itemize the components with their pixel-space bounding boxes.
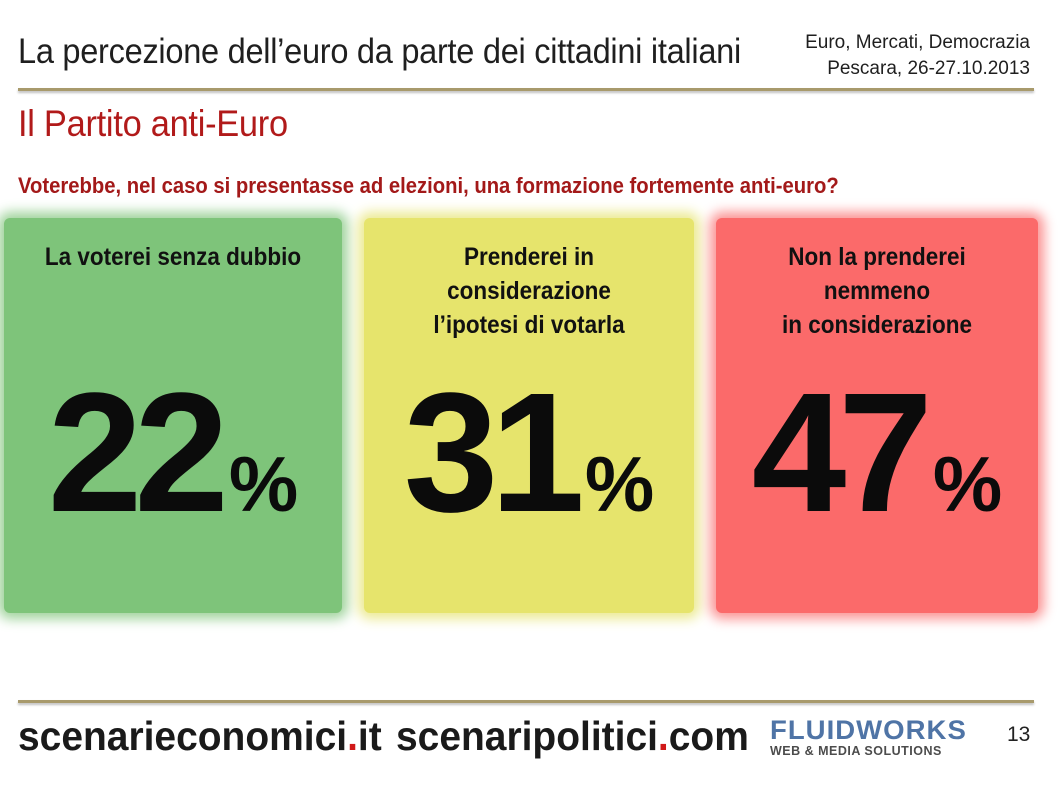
panel-label-line1: Non la prenderei nemmeno: [788, 243, 966, 305]
panel-value: 31%: [364, 368, 694, 538]
fluidworks-logo: FLUIDWORKS WEB & MEDIA SOLUTIONS: [770, 716, 970, 758]
panel-label: La voterei senza dubbio: [21, 240, 325, 274]
panel-value: 22%: [4, 368, 342, 538]
result-panel-green: La voterei senza dubbio 22%: [4, 218, 342, 613]
event-name: Euro, Mercati, Democrazia: [805, 32, 1030, 53]
panel-label-line1: La voterei senza dubbio: [44, 243, 302, 271]
site-name: scenarieconomici: [18, 713, 348, 759]
panel-label: Non la prenderei nemmeno in considerazio…: [732, 240, 1022, 342]
section-title: Il Partito anti-Euro: [18, 103, 288, 144]
panel-label: Prenderei in considerazione l’ipotesi di…: [381, 240, 678, 342]
footer-divider: [18, 700, 1034, 703]
percentage-number: 47: [751, 358, 933, 548]
slide-title: La percezione dell’euro da parte dei cit…: [18, 32, 741, 71]
event-date: Pescara, 26-27.10.2013: [827, 58, 1030, 79]
panel-label-line2: l’ipotesi di votarla: [433, 311, 625, 339]
logo-tagline: WEB & MEDIA SOLUTIONS: [770, 744, 942, 758]
logo-wordmark: FLUIDWORKS: [770, 715, 967, 745]
percent-sign: %: [932, 440, 1003, 528]
panel-label-line1: Prenderei in considerazione: [447, 243, 611, 305]
header-divider: [18, 88, 1034, 91]
panel-label-line2: in considerazione: [781, 311, 973, 339]
percent-sign: %: [228, 440, 299, 528]
percent-sign: %: [584, 440, 655, 528]
site-name: scenaripolitici: [396, 713, 658, 759]
site-tld: com: [668, 713, 749, 759]
percentage-number: 22: [47, 358, 229, 548]
result-panel-red: Non la prenderei nemmeno in considerazio…: [716, 218, 1038, 613]
panel-value: 47%: [716, 368, 1038, 538]
site-tld: it: [357, 713, 382, 759]
percentage-number: 31: [403, 358, 585, 548]
site-dot: .: [347, 713, 358, 759]
site-link-scenarieconomici[interactable]: scenarieconomici.it: [18, 713, 382, 760]
site-link-scenaripolitici[interactable]: scenaripolitici.com: [396, 713, 749, 760]
page-number: 13: [1007, 723, 1031, 746]
event-info: Euro, Mercati, Democrazia Pescara, 26-27…: [805, 30, 1030, 82]
site-dot: .: [657, 713, 669, 759]
survey-question: Voterebbe, nel caso si presentasse ad el…: [18, 173, 839, 198]
result-panel-yellow: Prenderei in considerazione l’ipotesi di…: [364, 218, 694, 613]
